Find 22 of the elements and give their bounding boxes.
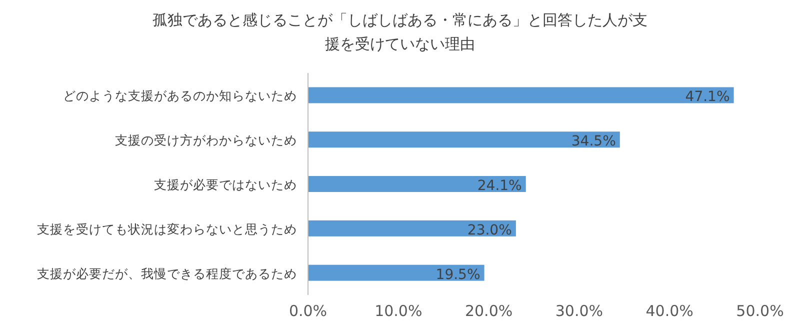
- data-label: 23.0%: [467, 222, 512, 238]
- bar: [308, 87, 734, 104]
- x-tick-label: 50.0%: [736, 302, 784, 320]
- bar: [308, 176, 526, 192]
- data-label: 24.1%: [477, 178, 522, 194]
- bar: [308, 132, 620, 148]
- x-tick-label: 10.0%: [374, 302, 422, 320]
- x-tick-label: 40.0%: [646, 302, 694, 320]
- x-tick-label: 20.0%: [464, 302, 513, 320]
- y-tick-label: 支援が必要ではないため: [154, 177, 297, 192]
- y-tick-label: どのような支援があるのか知らないため: [63, 88, 297, 104]
- data-label: 19.5%: [436, 266, 480, 283]
- bar: [308, 264, 484, 281]
- bar: [308, 220, 516, 236]
- y-tick-label: 支援が必要だが、我慢できる程度であるため: [37, 266, 297, 281]
- y-tick-label: 支援の受け方がわからないため: [115, 132, 297, 148]
- data-label: 47.1%: [685, 89, 730, 106]
- chart-title: 孤独であると感じることが「しばしばある・常にある」と回答した人が支援を受けていない理由: [152, 10, 648, 55]
- x-tick-label: 0.0%: [288, 302, 328, 320]
- y-tick-label: 支援を受けても状況は変わらないと思うため: [37, 221, 297, 236]
- data-label: 34.5%: [571, 134, 616, 150]
- x-tick-label: 30.0%: [555, 302, 604, 320]
